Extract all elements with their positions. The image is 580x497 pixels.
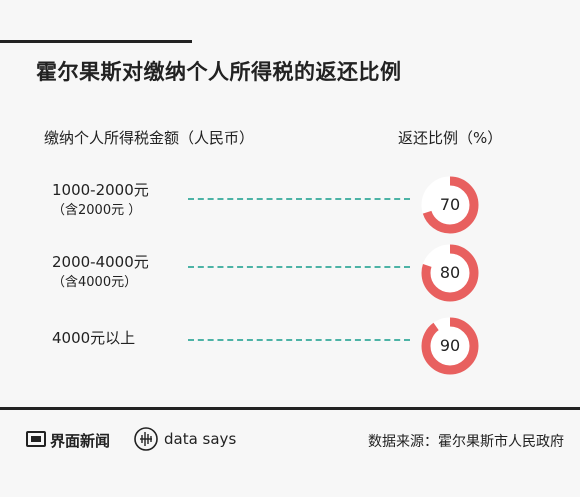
chart-row: 1000-2000元 （含2000元 ） 70 xyxy=(0,0,580,234)
amount-range-label: 4000元以上 xyxy=(52,328,135,348)
data-says-label: data says xyxy=(164,430,237,448)
chart-title: 霍尔果斯对缴纳个人所得税的返还比例 xyxy=(36,60,402,84)
gauge-fill xyxy=(421,244,479,302)
data-says-logo-icon xyxy=(134,427,158,451)
rate-gauge: 70 xyxy=(421,176,479,234)
jiemian-logo-icon xyxy=(26,431,46,447)
gauge-ring xyxy=(421,176,479,234)
gauge-ring xyxy=(421,244,479,302)
gauge-ring xyxy=(421,317,479,375)
footer-rule xyxy=(0,407,580,410)
amount-range-label: 2000-4000元 （含4000元） xyxy=(52,252,149,293)
amount-range-text: 2000-4000元 xyxy=(52,253,149,271)
rate-value: 80 xyxy=(439,263,461,282)
brand-name: 界面新闻 xyxy=(50,432,111,450)
amount-range-note: （含2000元 ） xyxy=(52,203,142,218)
gauge-fill xyxy=(421,317,479,375)
top-rule xyxy=(0,40,192,43)
connector-line xyxy=(188,339,410,341)
amount-column-header: 缴纳个人所得税金额（人民币） xyxy=(44,129,255,147)
amount-range-text: 4000元以上 xyxy=(52,329,136,347)
data-source: 数据来源：霍尔果斯市人民政府 xyxy=(368,434,564,450)
connector-line xyxy=(188,198,410,200)
rate-value: 70 xyxy=(439,195,461,214)
rate-value: 90 xyxy=(439,336,461,355)
amount-range-label: 1000-2000元 （含2000元 ） xyxy=(52,180,149,221)
amount-range-text: 1000-2000元 xyxy=(52,181,149,199)
chart-row: 4000元以上 90 xyxy=(0,0,580,375)
gauge-fill xyxy=(421,176,479,234)
rate-column-header: 返还比例（%） xyxy=(398,129,503,147)
rate-gauge: 80 xyxy=(421,244,479,302)
connector-line xyxy=(188,266,410,268)
amount-range-note: （含4000元） xyxy=(52,275,138,290)
chart-row: 2000-4000元 （含4000元） 80 xyxy=(0,0,580,302)
rate-gauge: 90 xyxy=(421,317,479,375)
